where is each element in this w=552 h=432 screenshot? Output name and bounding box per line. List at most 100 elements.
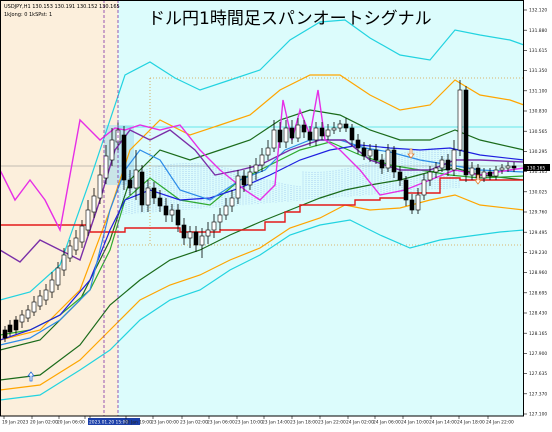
candle-body [20,315,24,322]
candle-body [284,128,288,142]
price-tick-label: 127.900 [529,351,547,357]
candle-body [182,225,186,238]
candle-body [338,124,342,128]
candle-body [26,310,30,318]
candle-body [152,188,156,198]
candle-body [32,302,36,312]
candle-body [242,176,246,185]
candle-body [170,210,174,215]
candle-body [512,166,516,168]
candle-body [362,148,366,156]
price-tick-label: 127.100 [529,412,547,418]
candle-body [98,175,102,198]
candle-body [332,128,336,130]
candle-body [74,238,78,250]
candle-body [470,168,474,175]
price-tick-label: 130.830 [529,109,547,115]
candle-body [350,128,354,140]
background-right-session [118,0,524,416]
candle-body [344,124,348,128]
candle-body [320,128,324,136]
candle-body [164,206,168,215]
candle-body [452,150,456,170]
candle-body [308,132,312,140]
candle-body [3,330,7,338]
price-tick-label: 128.695 [529,290,547,296]
candle-body [380,160,384,168]
candle-body [236,176,240,198]
candle-body [326,130,330,136]
candle-body [458,90,462,150]
candle-body [410,200,414,210]
candle-body [38,296,42,306]
price-tick-label: 128.430 [529,311,547,317]
candle-body [290,128,294,138]
time-tick-label: 24 Jan 10:00 [401,420,429,426]
price-tick-label: 129.760 [529,210,547,216]
price-tick-label: 131.615 [529,48,547,54]
time-tick-label: 23 Jan 22:00 [318,420,346,426]
candle-body [392,150,396,172]
candle-body [230,198,234,206]
candle-body [296,125,300,138]
time-tick-label: 2023.01.20 15:00 [89,420,128,426]
price-tick-label: 128.165 [529,331,547,337]
time-tick-label: 20 Jan 06:00 [57,420,85,426]
price-tick-label: 130.565 [529,129,547,135]
candle-body [254,165,258,172]
time-tick-label: 19 Jan 2023 [2,420,29,426]
candle-body [428,172,432,180]
candle-body [68,246,72,258]
candle-body [200,236,204,245]
time-tick-label: 24 Jan 02:00 [346,420,374,426]
price-tick-label: 131.100 [529,88,547,94]
candle-body [122,135,126,180]
time-tick-label: 23 Jan 02:00 [180,420,208,426]
time-tick-label: 20 Jan 19:00 [124,420,152,426]
symbol-info-line: USDJPY,H1 130.153 130.191 130.152 130.16… [4,4,120,10]
candle-body [158,198,162,206]
time-tick-label: 23 Jan 00:00 [151,420,179,426]
time-tick-label: 20 Jan 02:00 [30,420,58,426]
candle-body [128,180,132,188]
candle-body [176,210,180,225]
candle-body [188,232,192,238]
candle-body [56,268,60,285]
price-tick-label: 132.120 [529,8,547,14]
candle-body [314,128,318,140]
candle-body [104,156,108,178]
candle-body [194,232,198,245]
candle-body [248,172,252,185]
candle-body [146,188,150,205]
time-tick-label: 24 Jan 06:00 [373,420,401,426]
candle-body [368,150,372,156]
indicator-info-line: 1kJong: 0 1kSPst: 1 [4,12,52,18]
candle-body [110,140,114,160]
chart-title: ドル円1時間足スパンオートシグナル [148,9,432,29]
candle-body [374,150,378,160]
price-tick-label: 127.635 [529,371,547,377]
candle-body [44,290,48,300]
candle-body [500,168,504,170]
candle-body [206,230,210,236]
time-tick-label: 23 Jan 14:00 [262,420,290,426]
price-tick-label: 130.025 [529,189,547,195]
time-tick-label: 24 Jan 18:00 [457,420,485,426]
candle-body [434,168,438,172]
price-tick-label: 128.960 [529,270,547,276]
candle-body [224,206,228,215]
time-tick-label: 23 Jan 10:00 [235,420,263,426]
candle-body [440,160,444,168]
candle-body [218,215,222,222]
candle-body [398,172,402,180]
candle-body [482,172,486,178]
price-tick-label: 130.295 [529,149,547,155]
candle-body [92,196,96,212]
candle-body [212,222,216,230]
candle-body [422,180,426,195]
candle-body [464,90,468,175]
candle-body [404,180,408,200]
candle-body [50,280,54,292]
candle-body [14,320,18,330]
